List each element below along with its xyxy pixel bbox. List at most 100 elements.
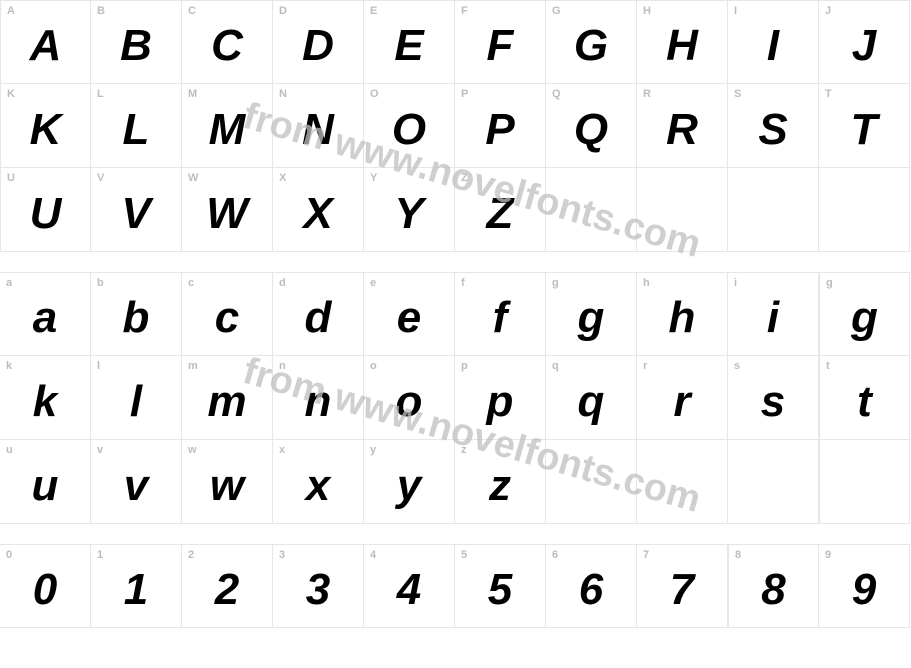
cell-label: a bbox=[6, 277, 12, 289]
cell-glyph: t bbox=[820, 356, 909, 439]
glyph-cell: CC bbox=[182, 0, 273, 84]
cell-glyph: x bbox=[273, 440, 363, 523]
cell-label: 7 bbox=[643, 549, 649, 561]
cell-glyph: g bbox=[546, 273, 636, 355]
glyph-cell: 44 bbox=[364, 544, 455, 628]
cell-glyph: 5 bbox=[455, 545, 545, 627]
cell-label: B bbox=[97, 5, 105, 17]
cell-label: S bbox=[734, 88, 741, 100]
glyph-cell: 66 bbox=[546, 544, 637, 628]
glyph-cell: LL bbox=[91, 84, 182, 168]
glyph-cell bbox=[728, 440, 819, 524]
glyph-cell: dd bbox=[273, 272, 364, 356]
cell-glyph: y bbox=[364, 440, 454, 523]
cell-glyph: v bbox=[91, 440, 181, 523]
glyph-cell: XX bbox=[273, 168, 364, 252]
cell-label: w bbox=[188, 444, 197, 456]
glyph-cell: AA bbox=[0, 0, 91, 84]
glyph-cell: EE bbox=[364, 0, 455, 84]
cell-glyph: L bbox=[91, 84, 181, 167]
cell-label: C bbox=[188, 5, 196, 17]
glyph-grid: AABBCCDDEEFFGGHHIIJJKKLLMMNNOOPPQQRRSSTT… bbox=[0, 0, 910, 628]
cell-glyph: 2 bbox=[182, 545, 272, 627]
glyph-cell: bb bbox=[91, 272, 182, 356]
cell-label: m bbox=[188, 360, 198, 372]
cell-glyph: X bbox=[273, 168, 363, 251]
section-gap bbox=[0, 252, 910, 272]
glyph-cell: tt bbox=[819, 356, 910, 440]
cell-glyph: c bbox=[182, 273, 272, 355]
cell-label: 8 bbox=[735, 549, 741, 561]
cell-label: r bbox=[643, 360, 647, 372]
cell-label: o bbox=[370, 360, 377, 372]
cell-glyph: a bbox=[0, 273, 90, 355]
cell-label: 3 bbox=[279, 549, 285, 561]
glyph-cell: 55 bbox=[455, 544, 546, 628]
glyph-cell: gg bbox=[819, 272, 910, 356]
cell-label: X bbox=[279, 172, 286, 184]
glyph-cell: GG bbox=[546, 0, 637, 84]
glyph-cell: 22 bbox=[182, 544, 273, 628]
cell-label: I bbox=[734, 5, 737, 17]
cell-glyph: q bbox=[546, 356, 636, 439]
glyph-cell: ee bbox=[364, 272, 455, 356]
glyph-cell: JJ bbox=[819, 0, 910, 84]
cell-glyph: S bbox=[728, 84, 818, 167]
cell-glyph: i bbox=[728, 273, 818, 355]
cell-glyph: s bbox=[728, 356, 818, 439]
glyph-cell: ff bbox=[455, 272, 546, 356]
glyph-cell: WW bbox=[182, 168, 273, 252]
glyph-cell: rr bbox=[637, 356, 728, 440]
cell-label: O bbox=[370, 88, 379, 100]
cell-glyph: 9 bbox=[819, 545, 909, 627]
cell-glyph bbox=[820, 440, 909, 523]
glyph-cell: hh bbox=[637, 272, 728, 356]
cell-glyph: 8 bbox=[729, 545, 818, 627]
glyph-cell: KK bbox=[0, 84, 91, 168]
glyph-cell: 00 bbox=[0, 544, 91, 628]
glyph-cell: yy bbox=[364, 440, 455, 524]
glyph-cell: xx bbox=[273, 440, 364, 524]
cell-glyph: b bbox=[91, 273, 181, 355]
cell-label: 5 bbox=[461, 549, 467, 561]
cell-glyph bbox=[728, 168, 818, 251]
glyph-cell: vv bbox=[91, 440, 182, 524]
glyph-cell bbox=[819, 440, 910, 524]
cell-glyph: 6 bbox=[546, 545, 636, 627]
glyph-cell: HH bbox=[637, 0, 728, 84]
cell-label: c bbox=[188, 277, 194, 289]
cell-label: K bbox=[7, 88, 15, 100]
glyph-cell: DD bbox=[273, 0, 364, 84]
cell-label: e bbox=[370, 277, 376, 289]
glyph-cell: ll bbox=[91, 356, 182, 440]
cell-label: 4 bbox=[370, 549, 376, 561]
cell-label: T bbox=[825, 88, 832, 100]
glyph-cell: RR bbox=[637, 84, 728, 168]
glyph-cell: II bbox=[728, 0, 819, 84]
cell-glyph: l bbox=[91, 356, 181, 439]
cell-label: y bbox=[370, 444, 376, 456]
cell-label: J bbox=[825, 5, 831, 17]
glyph-cell: UU bbox=[0, 168, 91, 252]
cell-glyph: 4 bbox=[364, 545, 454, 627]
cell-label: s bbox=[734, 360, 740, 372]
cell-label: q bbox=[552, 360, 559, 372]
cell-label: 1 bbox=[97, 549, 103, 561]
glyph-cell: kk bbox=[0, 356, 91, 440]
cell-label: L bbox=[97, 88, 104, 100]
cell-glyph: V bbox=[91, 168, 181, 251]
cell-label: 6 bbox=[552, 549, 558, 561]
cell-label: M bbox=[188, 88, 197, 100]
glyph-cell: aa bbox=[0, 272, 91, 356]
cell-glyph: k bbox=[0, 356, 90, 439]
cell-glyph: 1 bbox=[91, 545, 181, 627]
glyph-cell: ii bbox=[728, 272, 819, 356]
cell-label: R bbox=[643, 88, 651, 100]
glyph-cell: ss bbox=[728, 356, 819, 440]
glyph-cell: 33 bbox=[273, 544, 364, 628]
glyph-cell: BB bbox=[91, 0, 182, 84]
glyph-cell: QQ bbox=[546, 84, 637, 168]
cell-label: x bbox=[279, 444, 285, 456]
cell-glyph: I bbox=[728, 1, 818, 83]
glyph-cell: FF bbox=[455, 0, 546, 84]
